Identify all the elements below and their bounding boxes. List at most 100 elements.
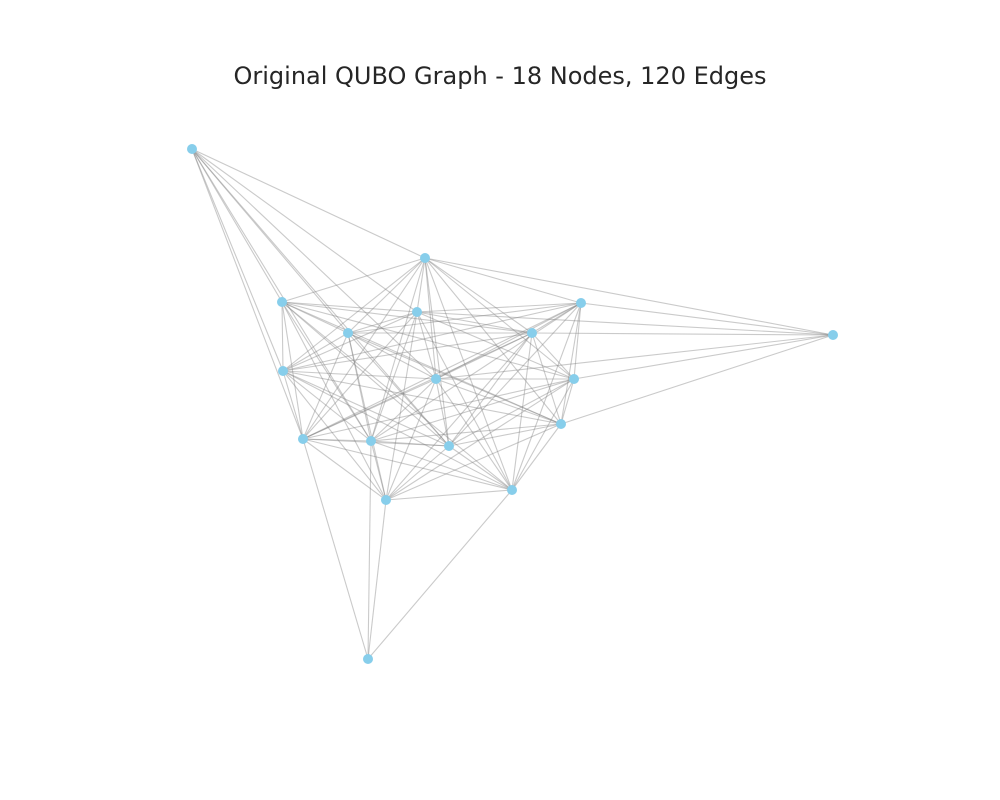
graph-edge [347, 332, 450, 447]
graph-edge [302, 311, 418, 440]
graph-edge [281, 301, 349, 334]
graph-edge [435, 378, 513, 491]
graph-edge [511, 332, 533, 491]
graph-edge [281, 301, 575, 380]
graph-edge [302, 302, 582, 440]
graph-node [343, 328, 353, 338]
graph-edge [282, 311, 418, 372]
graph-node [298, 434, 308, 444]
graph-edge [424, 257, 513, 491]
graph-edge [424, 257, 575, 380]
graph-edge [302, 332, 533, 440]
graph-edge [370, 257, 426, 442]
graph-edge [531, 332, 562, 425]
graph-title: Original QUBO Graph - 18 Nodes, 120 Edge… [233, 62, 767, 90]
graph-edge [560, 334, 834, 425]
graph-edge [448, 302, 582, 447]
graph-edge [347, 302, 582, 334]
graph-node [576, 298, 586, 308]
graph-edge [347, 257, 426, 334]
graph-edge [435, 302, 582, 380]
graph-edge [282, 370, 513, 491]
graph-edge [367, 499, 387, 660]
graph-edge [302, 332, 349, 440]
graph-edge [367, 489, 513, 660]
graph-edge [191, 148, 426, 259]
graph-edge [347, 332, 387, 501]
graph-edge [416, 302, 582, 313]
graph-edge [282, 302, 582, 372]
graph-node [381, 495, 391, 505]
graph-edge [302, 438, 513, 491]
graph-edge [191, 148, 349, 334]
graph-edge [385, 332, 533, 501]
graph-node [278, 366, 288, 376]
graph-edge [282, 370, 304, 440]
graph-edge [560, 378, 575, 425]
graph-edge [370, 302, 582, 442]
graph-edge [370, 440, 387, 501]
graph-edge [367, 440, 372, 660]
graph-edge [416, 311, 575, 380]
graph-node [420, 253, 430, 263]
graph-edge [531, 332, 834, 336]
graph-edge [511, 423, 562, 491]
graph-edge [511, 378, 575, 491]
graph-edge [281, 257, 426, 303]
graph-edge [424, 257, 533, 334]
graph-edge [281, 301, 418, 313]
graph-edge [573, 334, 834, 380]
graph-edge [416, 311, 513, 491]
graph-edge [448, 332, 533, 447]
graph-edge [424, 257, 450, 447]
graph-edge [281, 301, 450, 447]
graph-node [366, 436, 376, 446]
graph-edge [191, 148, 372, 442]
graph-edge [385, 378, 575, 501]
graph-edge [416, 311, 437, 380]
graph-edge [370, 378, 575, 442]
graph-edge [191, 148, 418, 313]
graph-edge [424, 257, 834, 336]
graph-edge [416, 311, 533, 334]
graph-edge [191, 148, 450, 447]
graph-edge [191, 148, 304, 440]
graph-node [828, 330, 838, 340]
graph-edge [281, 301, 387, 501]
graph-edge [573, 302, 582, 380]
graph-edge [302, 378, 575, 440]
graph-edge [281, 301, 513, 491]
graph-edge [511, 302, 582, 491]
graph-node [569, 374, 579, 384]
graph-edge [302, 257, 426, 440]
graph-edge [282, 370, 562, 425]
graph-edge [191, 148, 283, 303]
graph-node [277, 297, 287, 307]
graph-edge [302, 438, 450, 447]
graph-edge [191, 148, 437, 380]
graph-edge [435, 378, 562, 425]
graph-edges [191, 148, 834, 660]
graph-node [507, 485, 517, 495]
graph-edge [448, 445, 513, 491]
graph-edge [347, 332, 562, 425]
graph-edge [385, 489, 513, 501]
graph-node [363, 654, 373, 664]
graph-edge [560, 302, 582, 425]
graph-edge [302, 438, 369, 660]
graph-edge [281, 301, 562, 425]
graph-node [187, 144, 197, 154]
graph-edge [424, 257, 437, 380]
graph-edge [531, 332, 575, 380]
graph-node [431, 374, 441, 384]
graph-edge [435, 378, 450, 447]
graph-node [412, 307, 422, 317]
graph-node [556, 419, 566, 429]
graph-edge [416, 311, 834, 336]
graph-edge [370, 440, 450, 447]
graph-edge [370, 311, 418, 442]
graph-edge [347, 311, 418, 334]
graph-nodes [187, 144, 838, 664]
graph-edge [347, 332, 437, 380]
graph-edge [347, 332, 372, 442]
